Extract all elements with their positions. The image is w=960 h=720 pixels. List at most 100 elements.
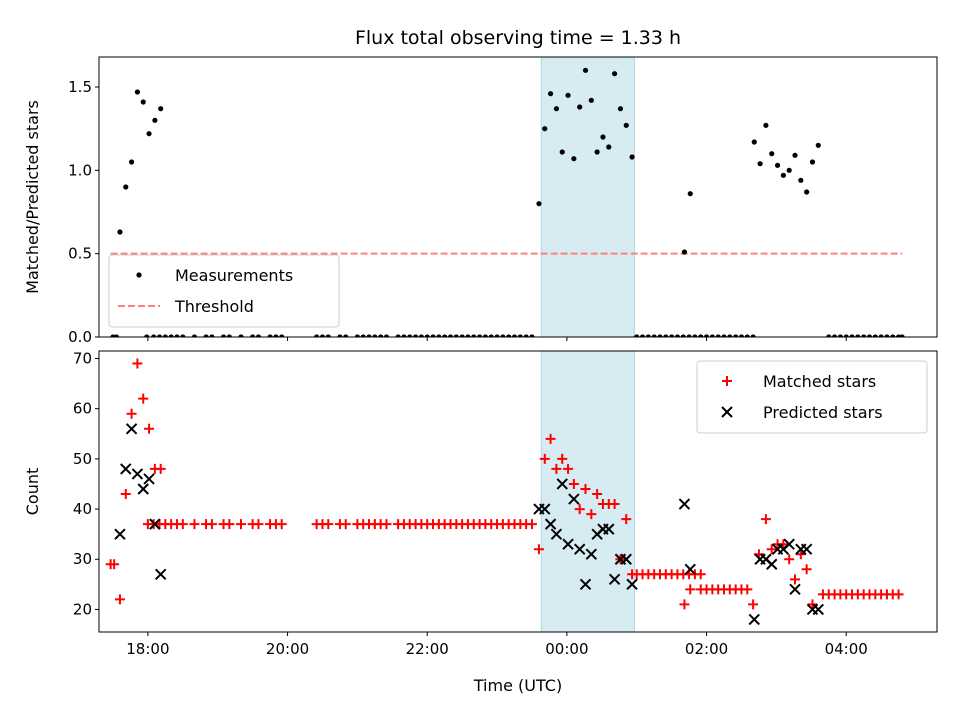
legend: Measurements Threshold (108, 254, 340, 328)
measurement-point (645, 334, 651, 337)
predicted-point (684, 563, 696, 575)
measurement-point (634, 334, 640, 337)
matched-point (155, 463, 166, 474)
legend: Matched stars Predicted stars (696, 360, 928, 434)
predicted-point (608, 573, 621, 586)
predicted-point (783, 538, 795, 550)
matched-point (778, 539, 789, 550)
predicted-point (154, 568, 167, 581)
measurement-point (837, 334, 843, 337)
measurement-point (453, 334, 459, 337)
measurement-point (134, 89, 141, 95)
measurement-point (517, 334, 523, 337)
measurement-point (582, 67, 589, 73)
legend-marker (721, 406, 733, 418)
x-tick-label: 18:00 (126, 640, 169, 658)
measurement-point (430, 334, 436, 337)
measurement-point (674, 334, 681, 337)
measurement-point (792, 152, 798, 158)
measurement-point (156, 334, 163, 337)
x-tick-label: 04:00 (825, 640, 868, 658)
measurement-point (855, 334, 861, 337)
measurement-point (174, 334, 180, 337)
predicted-point (585, 548, 598, 560)
legend-label: Measurements (175, 266, 293, 285)
measurement-point (715, 334, 721, 337)
measurement-point (750, 334, 756, 337)
measurement-point (220, 334, 227, 337)
matched-point (580, 483, 591, 494)
measurement-point (238, 334, 244, 337)
matched-point (748, 599, 759, 610)
matched-point (807, 599, 818, 610)
legend-marker (722, 376, 732, 386)
legend-box (696, 360, 928, 434)
measurement-point (354, 334, 360, 337)
predicted-point (789, 583, 801, 596)
predicted-point (678, 498, 691, 510)
measurement-point (751, 139, 757, 145)
matched-point (563, 463, 574, 474)
predicted-point (143, 473, 155, 485)
measurement-point (757, 161, 763, 167)
y-tick-label: 20 (73, 600, 92, 618)
observing-window-band (540, 350, 635, 633)
measurement-point (798, 177, 804, 183)
measurement-point (571, 156, 577, 162)
measurement-point (884, 334, 890, 337)
measurement-point (476, 334, 483, 337)
predicted-point (131, 468, 144, 480)
measurement-point (412, 334, 419, 337)
measurement-point (588, 97, 594, 103)
measurement-point (255, 334, 262, 337)
measurement-point (279, 334, 285, 337)
measurement-point (146, 131, 152, 137)
y-tick-label: 40 (73, 500, 92, 518)
measurement-point (612, 71, 618, 77)
x-axis-label: Time (UTC) (473, 676, 562, 695)
axes-frame (98, 56, 938, 338)
matched-point (609, 499, 620, 510)
matched-point (132, 358, 143, 369)
measurement-point (203, 334, 209, 337)
measurement-point (447, 334, 454, 337)
measurement-point (113, 334, 120, 337)
measurement-point (769, 151, 775, 157)
y-tick-label: 60 (73, 400, 92, 418)
measurement-point (360, 334, 366, 337)
measurement-point (899, 334, 905, 337)
x-tick-label: 22:00 (406, 640, 449, 658)
chart-title: Flux total observing time = 1.33 h (355, 27, 681, 49)
matched-point (189, 519, 200, 530)
measurement-point (594, 149, 600, 155)
measurement-point (542, 126, 548, 132)
measurement-point (407, 334, 413, 337)
matched-point (340, 519, 351, 530)
matched-point (801, 564, 812, 575)
matched-point (381, 519, 392, 530)
predicted-point (539, 503, 551, 515)
measurement-point (494, 334, 500, 337)
predicted-point (626, 578, 638, 591)
measurement-point (686, 334, 692, 337)
measurement-point (442, 334, 448, 337)
measurement-point (424, 334, 430, 337)
matched-point (586, 509, 597, 520)
matched-point (253, 519, 264, 530)
measurement-point (559, 149, 565, 155)
measurement-point (744, 334, 750, 337)
measurement-point (418, 334, 424, 337)
matched-point (235, 519, 246, 530)
matched-point (766, 544, 777, 555)
predicted-point (120, 463, 132, 475)
measurement-point (523, 334, 529, 337)
measurement-point (180, 334, 186, 337)
measurement-point (727, 334, 733, 337)
measurement-point (878, 334, 884, 337)
measurement-point (401, 334, 407, 337)
measurement-point (617, 106, 624, 112)
x-tick-label: 20:00 (266, 640, 309, 658)
measurement-point (681, 249, 688, 255)
measurement-point (709, 334, 715, 337)
